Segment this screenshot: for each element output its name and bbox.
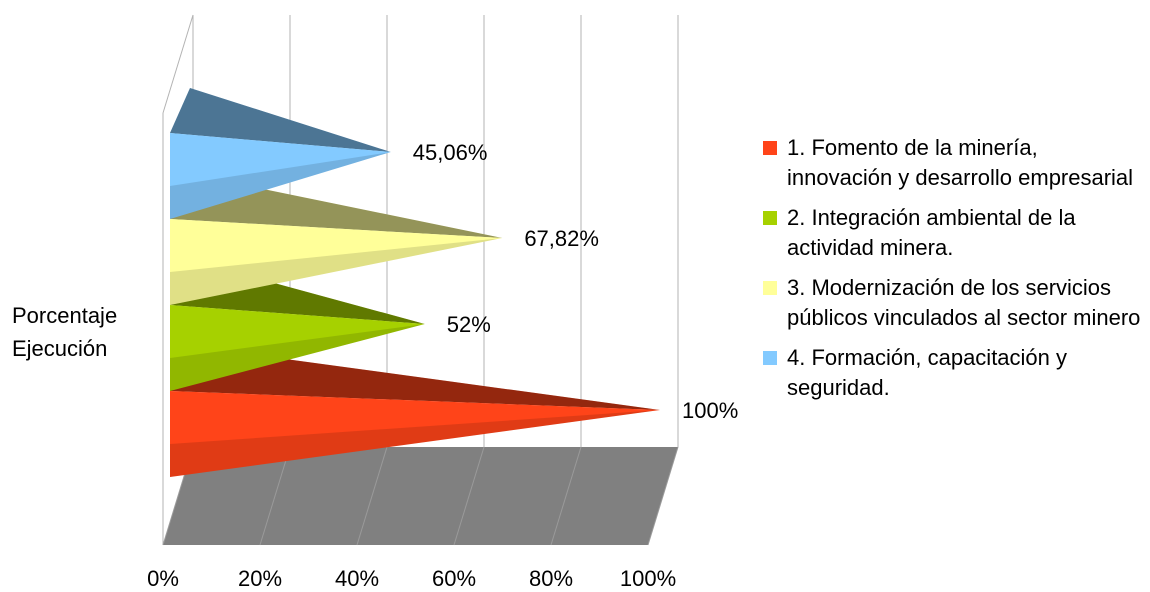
value-label: 52% xyxy=(447,312,491,337)
value-label: 45,06% xyxy=(413,140,488,165)
legend-swatch xyxy=(763,351,777,365)
legend-entry: 1. Fomento de la minería, innovación y d… xyxy=(763,133,1148,193)
floor-grid-line xyxy=(356,446,388,546)
legend-label: 4. Formación, capacitación y seguridad. xyxy=(787,345,1068,400)
x-tick-label: 60% xyxy=(432,566,476,591)
legend-label: 1. Fomento de la minería, innovación y d… xyxy=(787,135,1134,190)
cone-front xyxy=(170,133,391,219)
cone-front xyxy=(170,391,660,477)
cone-front xyxy=(170,219,503,305)
cone-front-shade xyxy=(170,410,660,477)
legend-entry: 3. Modernización de los servicios públic… xyxy=(763,273,1148,333)
floor-grid-line xyxy=(550,446,582,546)
floor-grid-line xyxy=(259,446,291,546)
floor-grid-line xyxy=(453,446,485,546)
cone-front-shade xyxy=(170,238,503,305)
cone-front-shade xyxy=(170,152,391,219)
cone-top xyxy=(170,88,391,152)
legend: 1. Fomento de la minería, innovación y d… xyxy=(763,133,1148,403)
legend-swatch xyxy=(763,141,777,155)
category-label: Porcentaje Ejecución xyxy=(12,303,118,361)
x-tick-label: 20% xyxy=(238,566,282,591)
x-tick-label: 100% xyxy=(620,566,676,591)
cone xyxy=(170,346,660,477)
cone xyxy=(170,88,391,219)
cone-front-shade xyxy=(170,324,425,391)
value-label: 67,82% xyxy=(524,226,599,251)
cone-top xyxy=(170,346,660,410)
floor xyxy=(163,447,678,545)
wall-edge xyxy=(162,14,194,114)
cone-top-shade xyxy=(170,88,391,152)
floor-grid-line xyxy=(647,446,679,546)
value-label: 100% xyxy=(682,398,738,423)
x-tick-label: 80% xyxy=(529,566,573,591)
cone-top-shade xyxy=(170,346,660,410)
legend-swatch xyxy=(763,281,777,295)
x-tick-label: 40% xyxy=(335,566,379,591)
legend-entry: 4. Formación, capacitación y seguridad. xyxy=(763,343,1148,403)
legend-swatch xyxy=(763,211,777,225)
legend-label: 3. Modernización de los servicios públic… xyxy=(787,275,1141,330)
legend-label: 2. Integración ambiental de la actividad… xyxy=(787,205,1076,260)
cone-front xyxy=(170,305,425,391)
x-tick-label: 0% xyxy=(147,566,179,591)
legend-entry: 2. Integración ambiental de la actividad… xyxy=(763,203,1148,263)
